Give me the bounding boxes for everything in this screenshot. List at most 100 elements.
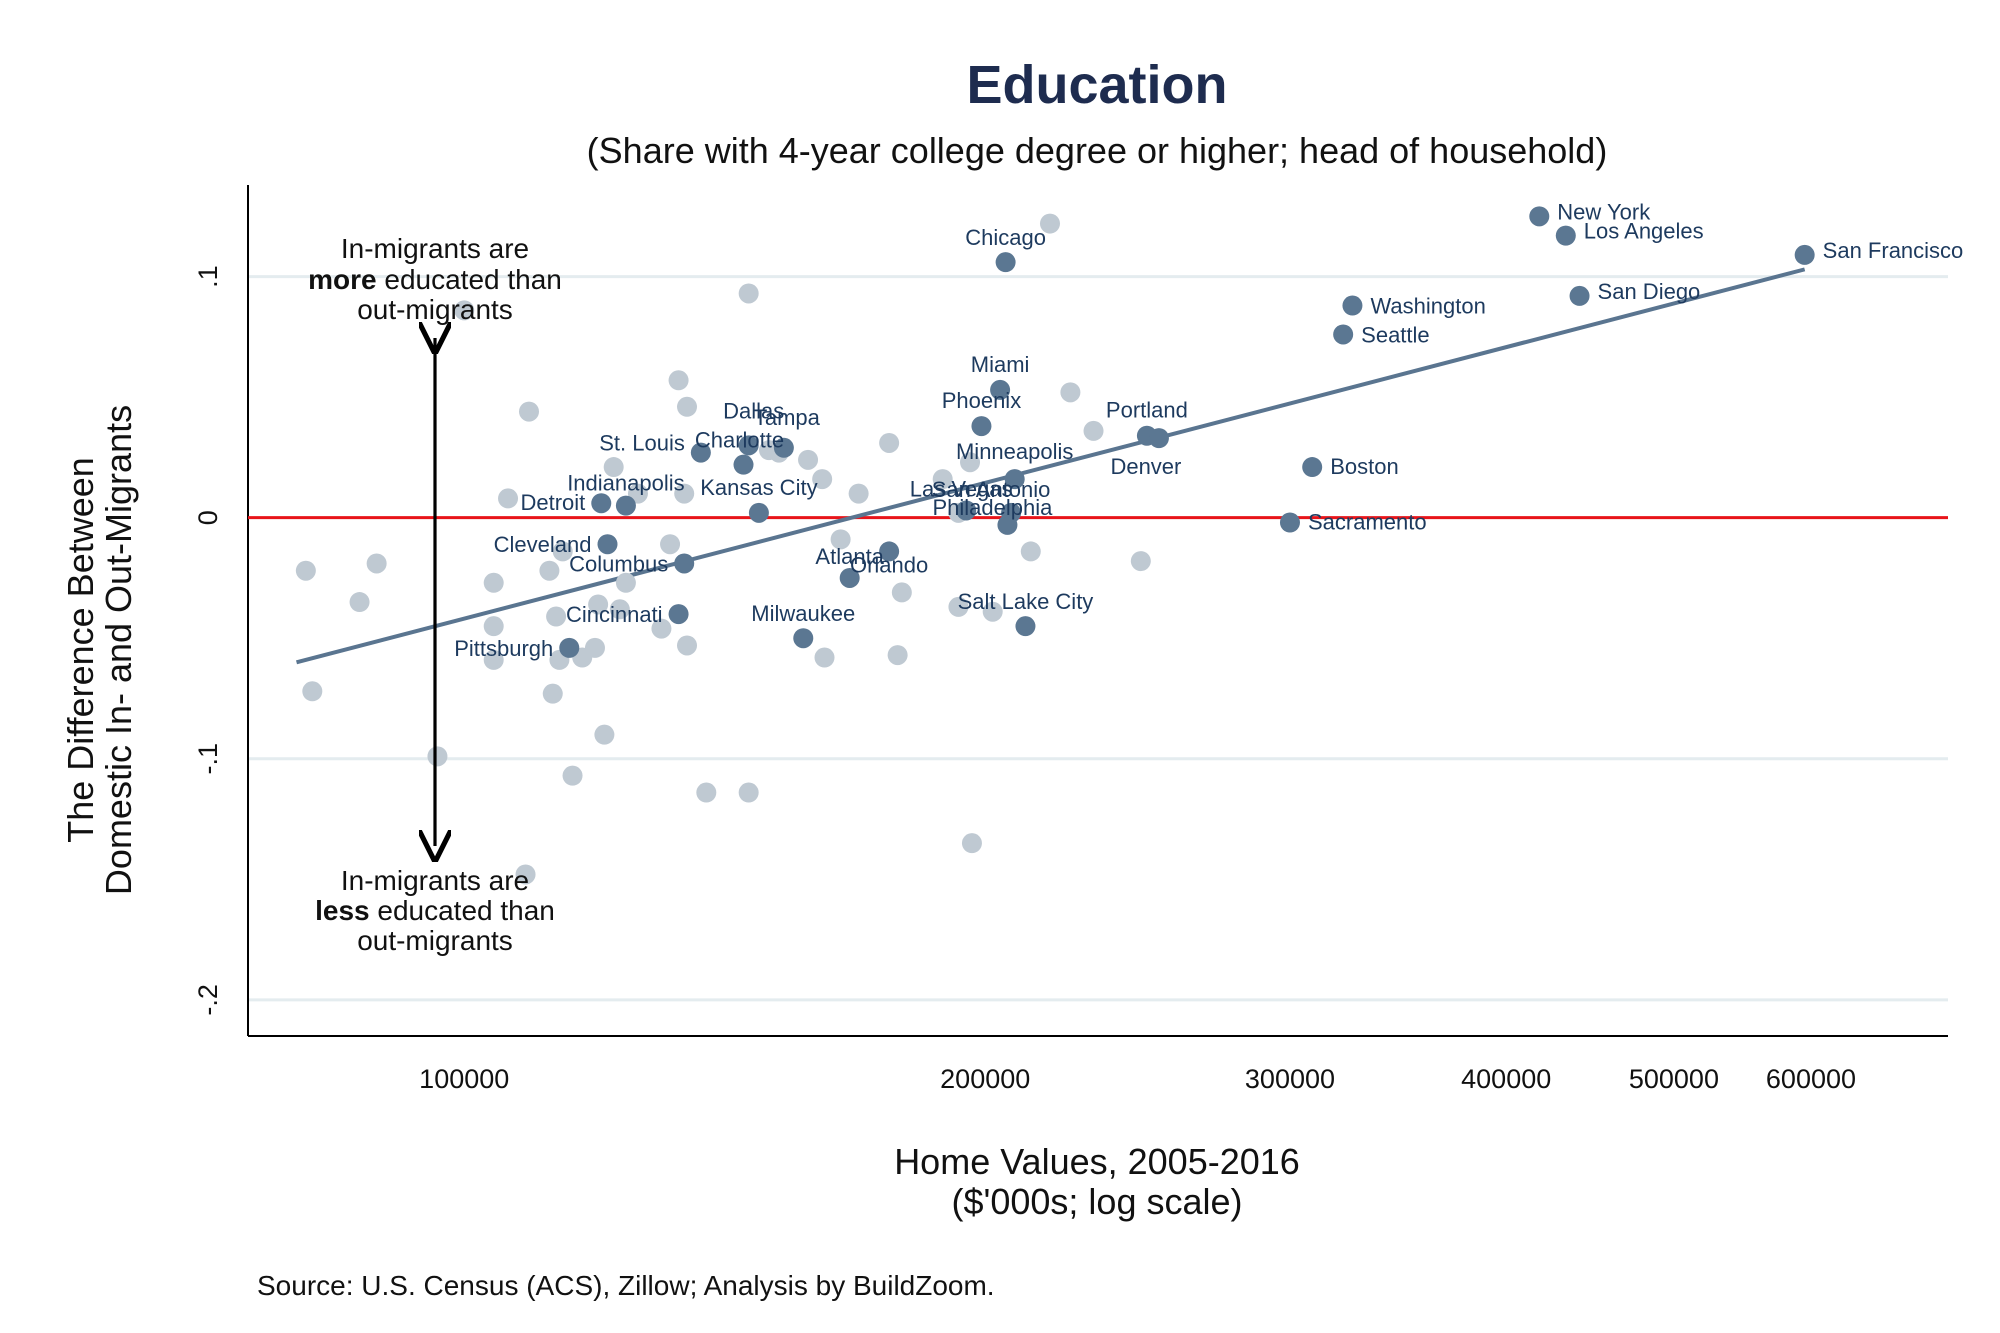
- data-point: [891, 582, 912, 603]
- upper-note-line3: out-migrants: [357, 294, 513, 325]
- city-label: Minneapolis: [956, 439, 1073, 464]
- data-point: [588, 594, 609, 615]
- city-label: Phoenix: [942, 388, 1022, 413]
- data-point: [982, 601, 1003, 622]
- annotation-group: In-migrants are more educated than out-m…: [308, 233, 562, 956]
- data-point: [515, 864, 536, 885]
- data-point: [738, 782, 759, 803]
- data-point: [552, 541, 573, 562]
- city-label: Columbus: [569, 551, 668, 576]
- data-point: [519, 401, 540, 422]
- city-label: Washington: [1370, 294, 1485, 319]
- city-point: [995, 252, 1016, 273]
- city-point: [1148, 428, 1169, 449]
- city-point: [733, 454, 754, 475]
- city-label: Orlando: [850, 552, 928, 577]
- data-point: [483, 616, 504, 637]
- data-point: [1083, 420, 1104, 441]
- lower-note-rest: educated than: [370, 895, 555, 926]
- data-point: [848, 483, 869, 504]
- city-label: Dallas: [723, 398, 784, 423]
- upper-note-line1: In-migrants are: [341, 233, 529, 264]
- city-point: [1279, 512, 1300, 533]
- city-label: Chicago: [965, 225, 1046, 250]
- city-point: [997, 514, 1018, 535]
- data-point: [960, 452, 981, 473]
- city-label: San Diego: [1598, 279, 1701, 304]
- y-tick-label: 0: [193, 510, 223, 525]
- city-label: Kansas City: [700, 475, 817, 500]
- data-point: [594, 724, 615, 745]
- data-point: [651, 618, 672, 639]
- city-point: [1569, 285, 1590, 306]
- data-point: [677, 396, 698, 417]
- city-point: [1555, 225, 1576, 246]
- data-point: [542, 683, 563, 704]
- x-axis-title-line2: ($'000s; log scale): [951, 1181, 1242, 1222]
- lower-note-line2: less educated than: [315, 895, 555, 926]
- data-point: [948, 596, 969, 617]
- data-point: [879, 432, 900, 453]
- upper-note-line2: more educated than: [308, 264, 562, 295]
- city-label: Philadelphia: [932, 495, 1053, 520]
- city-label: Boston: [1330, 454, 1399, 479]
- city-point: [1342, 295, 1363, 316]
- gridlines: [248, 275, 1948, 1002]
- data-point: [584, 637, 605, 658]
- city-label: St. Louis: [599, 431, 685, 456]
- x-tick-label: 500000: [1629, 1064, 1719, 1094]
- data-point: [483, 649, 504, 670]
- data-point: [1020, 541, 1041, 562]
- x-axis-title-line1: Home Values, 2005-2016: [894, 1141, 1300, 1182]
- city-point: [879, 541, 900, 562]
- city-point: [738, 435, 759, 456]
- city-label: Las Vegas: [910, 476, 1013, 501]
- data-point: [498, 488, 519, 509]
- city-point: [615, 495, 636, 516]
- city-label: Tampa: [754, 405, 821, 430]
- city-point: [1015, 616, 1036, 637]
- city-point: [990, 379, 1011, 400]
- city-point: [690, 442, 711, 463]
- data-point: [454, 300, 475, 321]
- city-point: [1529, 206, 1550, 227]
- data-point: [814, 647, 835, 668]
- data-point: [546, 606, 567, 627]
- city-label: New York: [1557, 199, 1651, 224]
- x-tick-labels: 100000 200000 300000 400000 500000 600000: [419, 1064, 1856, 1094]
- city-point: [971, 416, 992, 437]
- lower-note-line1: In-migrants are: [341, 865, 529, 896]
- data-point: [738, 283, 759, 304]
- city-point: [1004, 469, 1025, 490]
- data-point: [830, 529, 851, 550]
- data-point: [1039, 213, 1060, 234]
- data-point: [539, 560, 560, 581]
- city-point: [674, 553, 695, 574]
- data-point: [668, 370, 689, 391]
- city-label: Cincinnati: [566, 602, 663, 627]
- data-point: [677, 635, 698, 656]
- data-point: [562, 765, 583, 786]
- lower-note-line3: out-migrants: [357, 925, 513, 956]
- upper-note-bold: more: [308, 264, 376, 295]
- data-point: [812, 469, 833, 490]
- fit-line: [296, 267, 1806, 665]
- city-label: Miami: [971, 352, 1030, 377]
- city-label: Los Angeles: [1584, 219, 1704, 244]
- fit-line-group: [296, 267, 1806, 665]
- x-tick-label: 200000: [940, 1064, 1030, 1094]
- x-tick-label: 600000: [1766, 1064, 1856, 1094]
- other-cities: [295, 213, 1151, 885]
- y-axis-title-line2: Domestic In- and Out-Migrants: [98, 405, 139, 895]
- lower-note-bold: less: [315, 895, 370, 926]
- data-point: [932, 469, 953, 490]
- data-point: [674, 483, 695, 504]
- city-label: Charlotte: [695, 428, 784, 453]
- data-point: [961, 833, 982, 854]
- city-point: [956, 500, 977, 521]
- city-point: [559, 637, 580, 658]
- city-label: Portland: [1106, 398, 1188, 423]
- city-label: Sacramento: [1308, 510, 1427, 535]
